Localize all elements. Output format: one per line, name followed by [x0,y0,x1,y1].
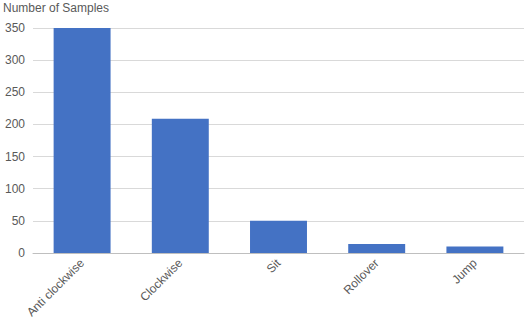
svg-text:100: 100 [5,182,25,196]
svg-text:50: 50 [12,214,26,228]
svg-text:250: 250 [5,85,25,99]
svg-text:150: 150 [5,150,25,164]
svg-text:Anti clockwise: Anti clockwise [24,256,87,319]
svg-text:200: 200 [5,117,25,131]
svg-text:300: 300 [5,53,25,67]
svg-text:Sit: Sit [264,256,284,276]
svg-text:Clockwise: Clockwise [137,256,185,304]
svg-text:Number of Samples: Number of Samples [3,1,109,15]
svg-text:Jump: Jump [449,256,480,287]
svg-text:0: 0 [18,246,25,260]
svg-text:350: 350 [5,21,25,35]
svg-text:Rollover: Rollover [341,256,382,297]
